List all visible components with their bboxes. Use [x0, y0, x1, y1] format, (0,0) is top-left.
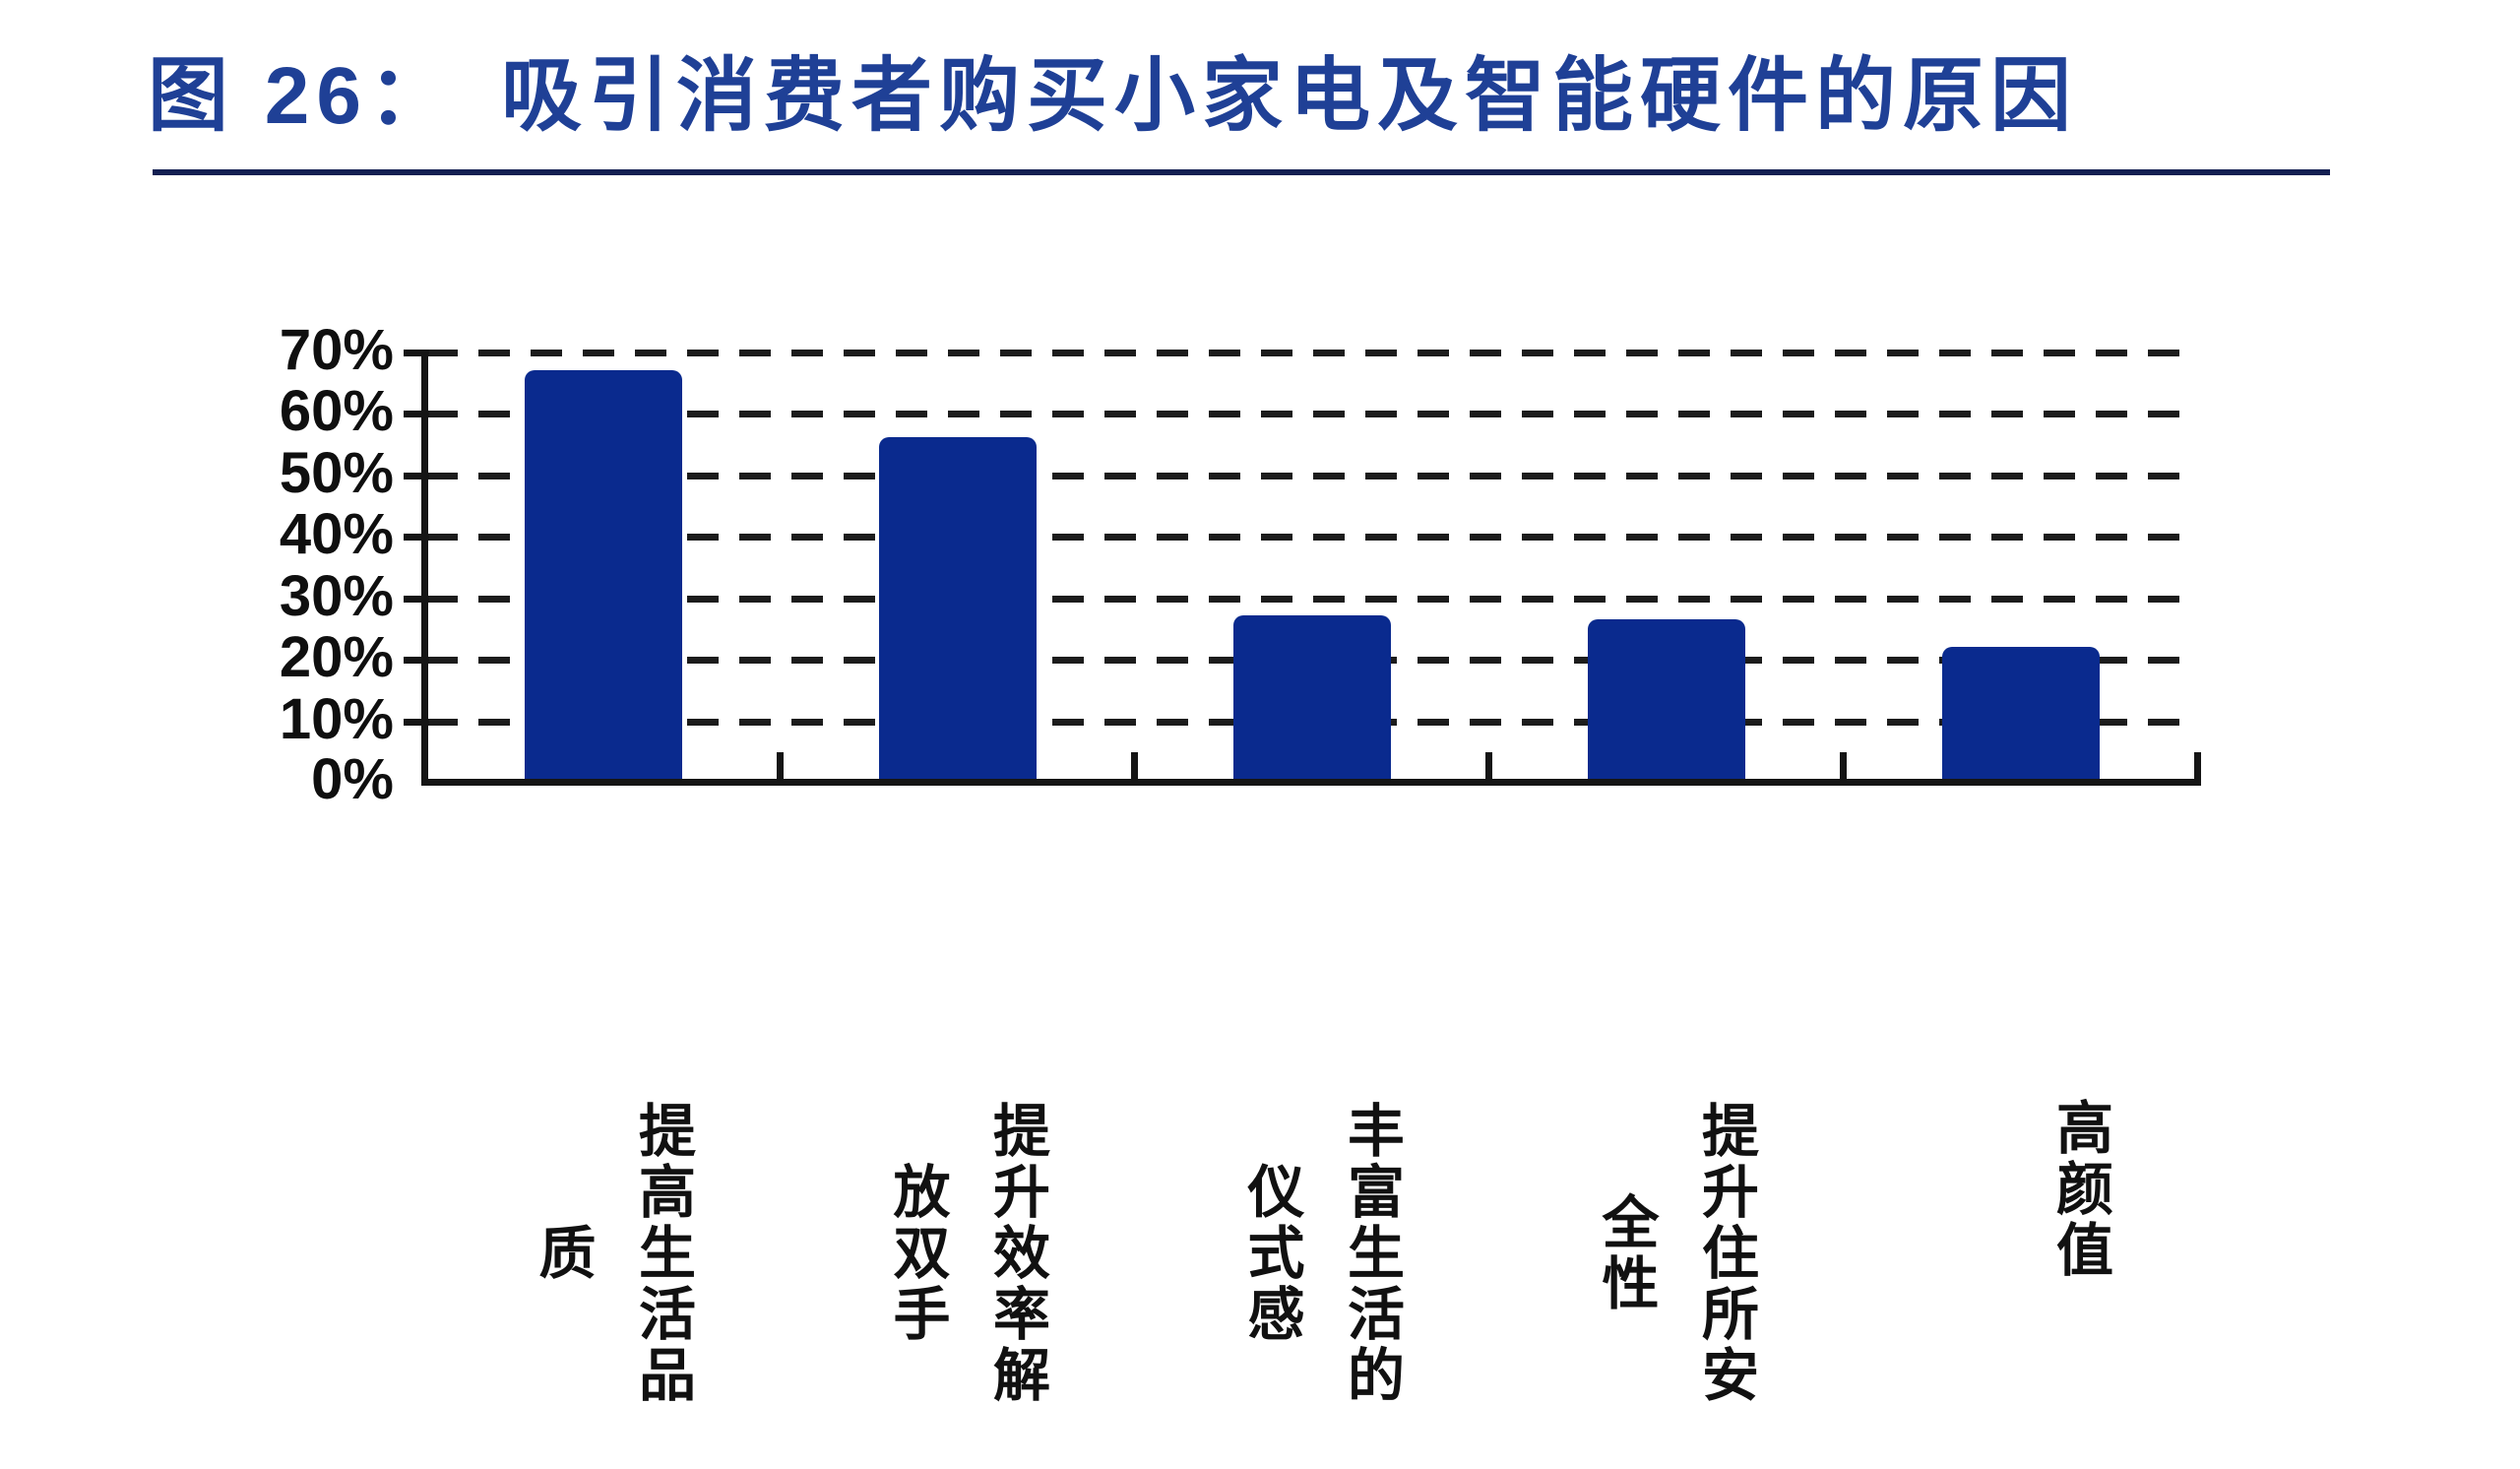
y-tick-70 [404, 350, 429, 356]
y-axis-label-0: 0% [311, 747, 394, 811]
figure-number-label: 图 26： [148, 51, 456, 141]
bar-tisheng-xiaolv-jiefang-shuangshou [879, 437, 1037, 782]
y-tick-20 [404, 657, 429, 664]
x-axis-label-tisheng-zhusuo-anquanxing: 提升住所安全性 [1593, 1101, 1758, 1406]
y-axis-label-70: 70% [279, 318, 394, 382]
gridline-40 [426, 534, 2198, 541]
y-axis-label-50: 50% [279, 441, 394, 505]
gridline-60 [426, 411, 2198, 417]
x-axis-line [421, 779, 2201, 786]
y-tick-50 [404, 473, 429, 479]
title-underline [153, 169, 2330, 175]
bar-fengfu-shenghuo-yishigan [1233, 615, 1391, 782]
bar-tigao-shenghuo-pinzhi [525, 370, 682, 782]
gridline-70 [426, 350, 2198, 356]
gridline-30 [426, 596, 2198, 603]
x-tick-1 [777, 752, 784, 779]
x-tick-3 [1485, 752, 1492, 779]
y-axis-label-20: 20% [279, 625, 394, 689]
y-axis-label-30: 30% [279, 564, 394, 628]
y-axis-label-60: 60% [279, 379, 394, 443]
figure-title-text: 吸引消费者购买小家电及智能硬件的原因 [501, 51, 2079, 141]
y-axis-line [421, 350, 428, 786]
bar-tisheng-zhusuo-anquanxing [1588, 619, 1745, 782]
y-tick-40 [404, 534, 429, 541]
figure-title: 图 26： 吸引消费者购买小家电及智能硬件的原因 [148, 30, 2353, 147]
x-tick-2 [1131, 752, 1138, 779]
gridline-50 [426, 473, 2198, 479]
y-axis-label-40: 40% [279, 502, 394, 566]
y-axis-label-10: 10% [279, 687, 394, 751]
y-tick-30 [404, 596, 429, 603]
x-tick-4 [1840, 752, 1847, 779]
x-axis-label-fengfu-shenghuo-yishigan: 丰富生活的仪式感 [1238, 1101, 1404, 1406]
x-axis-label-gao-yanzhi: 高颜值 [2048, 1098, 2111, 1281]
x-axis-label-tigao-shenghuo-pinzhi: 提高生活品质 [530, 1101, 695, 1406]
x-axis-label-tisheng-xiaolv-jiefang-shuangshou: 提升效率解放双手 [884, 1101, 1049, 1406]
bar-gao-yanzhi [1942, 647, 2100, 782]
y-tick-10 [404, 719, 429, 726]
x-tick-5 [2194, 752, 2201, 779]
y-tick-60 [404, 411, 429, 417]
